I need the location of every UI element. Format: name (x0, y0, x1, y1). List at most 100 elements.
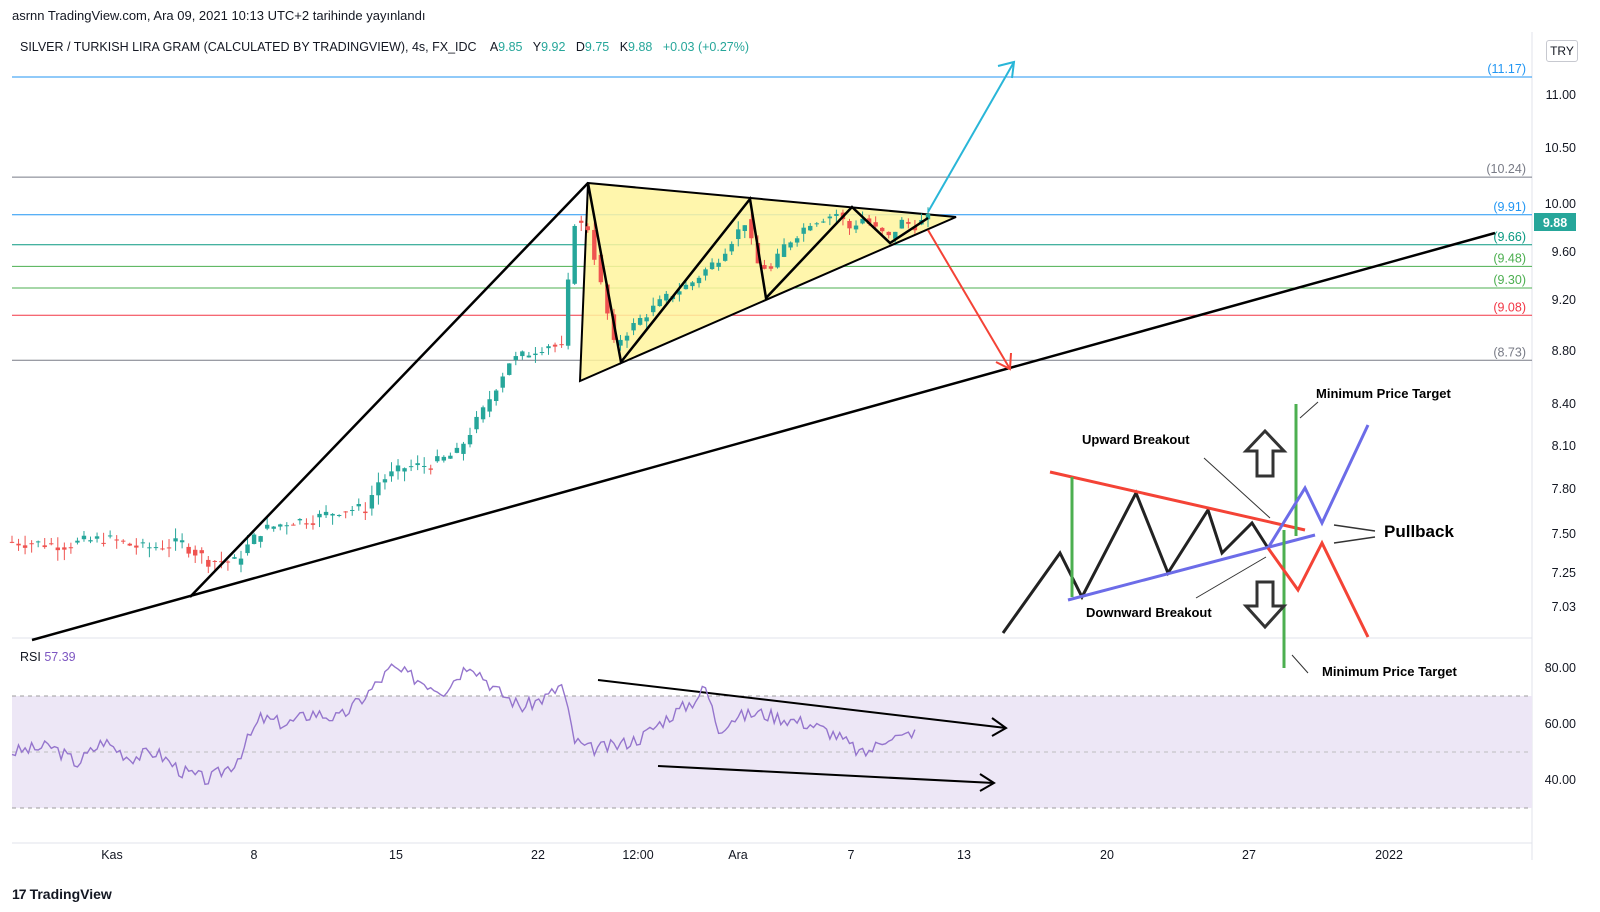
candle-body (873, 222, 878, 227)
price-tick-label: 9.60 (1552, 245, 1576, 259)
publisher-line: asrnn TradingView.com, Ara 09, 2021 10:1… (12, 8, 426, 23)
candle-body (605, 284, 610, 314)
candle-body (611, 314, 617, 340)
candle-body (827, 216, 833, 219)
price-tick-label: 7.50 (1552, 527, 1576, 541)
long-support-trendline (31, 231, 1496, 642)
candle-body (657, 299, 662, 307)
candle-body (81, 535, 87, 540)
candle-body (193, 549, 198, 556)
candle-body (461, 443, 466, 454)
rsi-name: RSI (20, 650, 41, 664)
candle-body (880, 227, 885, 232)
rsi-axis-ticks: 80.00 60.00 40.00 (1545, 661, 1576, 787)
upside-arrowhead (997, 60, 1016, 79)
down-arrow-icon (1242, 580, 1288, 630)
candle-body (539, 352, 545, 354)
candle-body (893, 231, 898, 239)
candle-body (565, 279, 571, 346)
rsi-tick-label: 60.00 (1545, 717, 1576, 731)
candle-body (88, 540, 93, 542)
candle-body (219, 561, 224, 563)
illustration-downward-path (1266, 539, 1370, 638)
rsi-upper-arrowhead (991, 717, 1008, 737)
candle-body (140, 542, 146, 544)
candle-body (749, 219, 754, 239)
time-tick-label: 12:00 (622, 848, 653, 862)
candle-body (906, 222, 911, 224)
candle-body (323, 511, 329, 516)
price-tick-label: 7.25 (1552, 566, 1576, 580)
triangle-zigzag (586, 182, 929, 365)
candle-body (840, 212, 846, 220)
min-target-bottom-label: Minimum Price Target (1322, 664, 1458, 679)
pullback-pointer-1 (1333, 524, 1376, 532)
candle-body (834, 213, 839, 216)
level-label: (11.17) (1487, 62, 1526, 76)
price-tick-label: 10.00 (1545, 197, 1576, 211)
candle-body (742, 225, 747, 231)
candle-body (55, 547, 60, 551)
symbol-legend[interactable]: SILVER / TURKISH LIRA GRAM (CALCULATED B… (20, 40, 749, 54)
candle-body (886, 231, 891, 236)
candle-body (415, 463, 420, 466)
min-target-top-label: Minimum Price Target (1316, 386, 1452, 401)
candle-body (330, 513, 335, 516)
candle-body (775, 253, 780, 268)
candle-body (114, 539, 119, 541)
candle-body (369, 495, 375, 509)
rsi-line (11, 663, 916, 786)
low-label: D (575, 40, 585, 54)
candle-body (264, 524, 270, 529)
candle-body (480, 407, 486, 420)
candle-body (644, 317, 649, 322)
candle-body (245, 544, 250, 554)
candle-body (62, 547, 67, 550)
close-value: 9.88 (628, 40, 653, 54)
candle-body (238, 558, 244, 565)
time-tick-label: 15 (389, 848, 403, 862)
candle-body (631, 323, 636, 331)
up-arrow-icon (1242, 428, 1288, 478)
price-tick-label: 10.50 (1545, 141, 1576, 155)
time-tick-label: 7 (848, 848, 855, 862)
candle-body (49, 543, 54, 545)
candle-body (925, 213, 931, 220)
candle-body (598, 254, 604, 283)
candle-body (559, 344, 564, 346)
candle-body (703, 269, 708, 276)
target-bottom-pointer (1291, 654, 1309, 674)
candle-body (232, 557, 237, 559)
pattern-illustration: Minimum Price Target Upward Breakout Pul… (1001, 386, 1458, 679)
candle-body (585, 226, 590, 231)
candle-body (716, 262, 721, 267)
currency-button[interactable]: TRY (1546, 40, 1578, 62)
candle-body (121, 540, 126, 542)
candle-body (29, 543, 34, 545)
level-label: (9.48) (1493, 251, 1526, 265)
level-label: (8.73) (1493, 345, 1526, 359)
illustration-price-path (1001, 489, 1270, 634)
tradingview-logo[interactable]: 17 TradingView (12, 886, 112, 902)
candle-body (317, 513, 322, 518)
time-tick-label: 2022 (1375, 848, 1403, 862)
candle-body (166, 547, 172, 549)
candle-body (664, 293, 669, 301)
candle-body (487, 399, 492, 412)
candle-body (781, 244, 787, 257)
candle-body (788, 242, 793, 248)
candle-body (722, 253, 728, 261)
candle-body (690, 282, 695, 287)
candle-body (35, 541, 41, 543)
rsi-tick-label: 80.00 (1545, 661, 1576, 675)
level-label: (9.66) (1493, 230, 1526, 244)
rsi-legend[interactable]: RSI 57.39 (20, 650, 76, 664)
rsi-tick-label: 40.00 (1545, 773, 1576, 787)
upward-breakout-label: Upward Breakout (1082, 432, 1190, 447)
candle-body (153, 547, 159, 549)
candle-body (68, 547, 74, 549)
candle-body (284, 525, 289, 527)
candle-body (297, 519, 303, 521)
candle-body (814, 223, 819, 225)
